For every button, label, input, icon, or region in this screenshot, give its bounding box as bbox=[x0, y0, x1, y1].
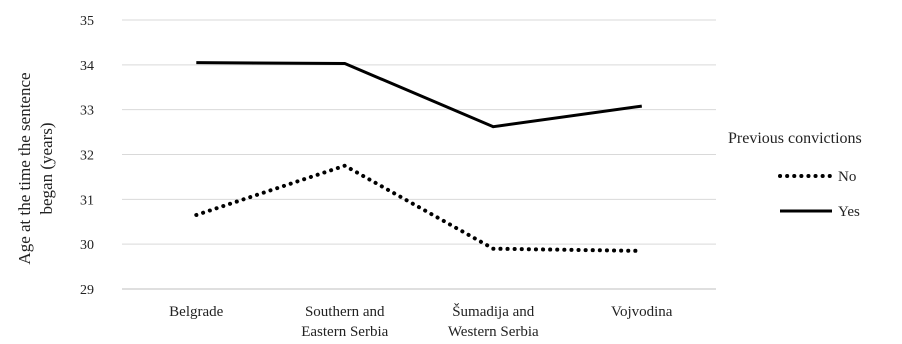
x-tick-label-line: Šumadija and bbox=[452, 303, 535, 320]
y-axis-title: Age at the time the sentence began (years… bbox=[15, 72, 56, 264]
series-lines bbox=[194, 61, 644, 253]
y-axis-title-line: began (years) bbox=[37, 122, 56, 214]
y-axis-title-text: Age at the time the sentence began (years… bbox=[15, 72, 56, 264]
x-tick-label-line: Western Serbia bbox=[448, 324, 539, 340]
legend: Previous convictions No Yes bbox=[728, 130, 862, 220]
y-tick-label: 29 bbox=[80, 283, 94, 298]
y-tick-label: 35 bbox=[80, 14, 94, 29]
y-tick-label: 30 bbox=[80, 238, 94, 253]
y-axis-ticks: 29 30 31 32 33 34 35 bbox=[80, 14, 94, 298]
series-line-no bbox=[194, 163, 644, 253]
x-tick-label: Vojvodina bbox=[611, 304, 673, 320]
x-tick-label-line: Eastern Serbia bbox=[301, 324, 388, 340]
y-tick-label: 34 bbox=[80, 59, 94, 74]
y-tick-label: 33 bbox=[80, 104, 94, 119]
y-tick-label: 31 bbox=[80, 193, 94, 208]
x-tick-label: Belgrade bbox=[169, 304, 223, 320]
x-tick-label-line: Southern and bbox=[305, 304, 385, 320]
x-tick-label-line: Vojvodina bbox=[611, 304, 673, 320]
y-axis-title-line: Age at the time the sentence bbox=[15, 72, 34, 264]
y-tick-label: 32 bbox=[80, 149, 94, 164]
legend-label-no: No bbox=[838, 169, 856, 185]
series-line-yes bbox=[196, 61, 643, 129]
legend-title: Previous convictions bbox=[728, 130, 862, 147]
x-tick-label: Šumadija and Western Serbia bbox=[448, 303, 539, 340]
x-tick-label: Southern and Eastern Serbia bbox=[301, 304, 388, 340]
x-tick-label-line: Belgrade bbox=[169, 304, 223, 320]
x-axis-ticks: Belgrade Southern and Eastern Serbia Šumadi… bbox=[169, 303, 673, 340]
legend-label-yes: Yes bbox=[838, 204, 860, 220]
gridlines bbox=[122, 19, 716, 245]
